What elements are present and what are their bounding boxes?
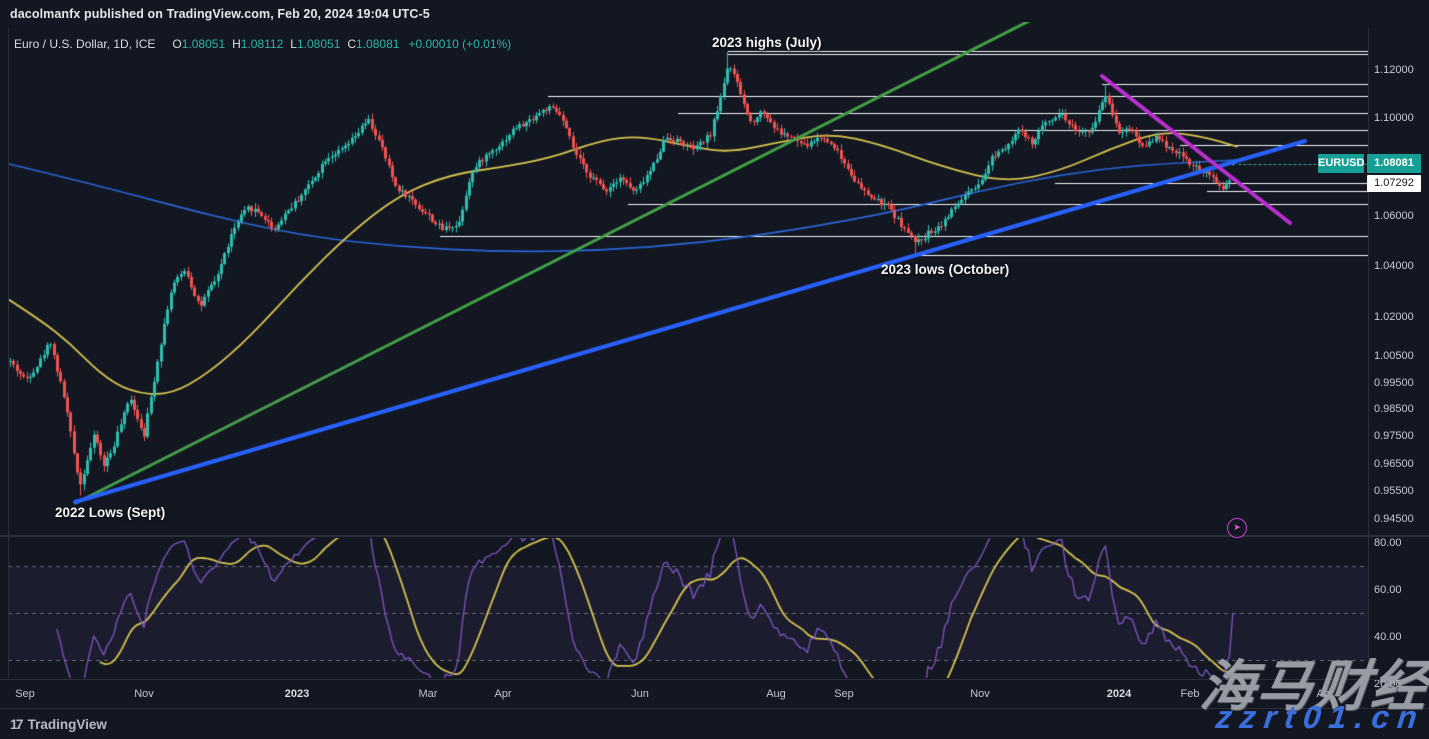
- ohlc-value-H: 1.08112: [240, 37, 284, 51]
- level-price-badge: 1.07292: [1367, 175, 1421, 192]
- symbol-price-badge-value: 1.08081: [1367, 154, 1421, 173]
- time-axis-separator: [0, 679, 1429, 680]
- rsi-axis-label: 20.00: [1374, 677, 1402, 690]
- ohlc-label-L: L: [290, 37, 297, 51]
- price-axis-label: 0.96500: [1374, 457, 1414, 470]
- price-chart-canvas[interactable]: [8, 22, 1368, 535]
- price-axis-label: 1.00500: [1374, 350, 1414, 363]
- price-axis-label: 1.12000: [1374, 64, 1414, 76]
- ohlc-value-L: 1.08051: [296, 37, 341, 51]
- rsi-axis-label: 80.00: [1374, 537, 1402, 549]
- chart-annotation-0: 2023 highs (July): [712, 35, 822, 50]
- price-axis-label: 0.94500: [1374, 512, 1414, 525]
- time-axis-label-Apr: Apr: [494, 688, 512, 700]
- time-axis-label-Sep: Sep: [834, 688, 854, 700]
- pane-separator[interactable]: [0, 535, 1429, 537]
- footer-separator: [0, 708, 1429, 709]
- watermark-url: zzrt01.cn: [1214, 699, 1427, 735]
- time-axis[interactable]: Sep Nov 2023 Mar Apr Jun Aug Sep Nov 2024 Feb Apr: [0, 680, 1429, 708]
- price-axis[interactable]: 1.12000 1.10000 1.06000 1.04000 1.02000 1.005…: [1368, 28, 1429, 690]
- rsi-axis-label: 60.00: [1374, 583, 1402, 596]
- pane-left-border: [8, 28, 9, 678]
- price-axis-label: 1.10000: [1374, 111, 1414, 124]
- change-value: +0.00010 (+0.01%): [408, 37, 512, 51]
- time-axis-label-Mar: Mar: [418, 688, 438, 700]
- ohlc-values: O1.08051 H1.08112 L1.08051 C1.08081: [165, 37, 399, 51]
- price-axis-border: [1368, 28, 1369, 678]
- price-axis-label: 1.04000: [1374, 259, 1414, 272]
- time-axis-label-Aug: Aug: [766, 688, 786, 700]
- tradingview-brand-text: TradingView: [27, 716, 107, 732]
- price-axis-label: 1.02000: [1374, 311, 1414, 324]
- time-axis-label-2023: 2023: [284, 688, 310, 700]
- time-axis-label-Nov: Nov: [134, 688, 154, 700]
- ohlc-value-O: 1.08051: [181, 37, 226, 51]
- ohlc-value-C: 1.08081: [356, 37, 400, 51]
- time-axis-label-Nov: Nov: [970, 688, 990, 700]
- time-axis-label-Apr: Apr: [1316, 688, 1334, 700]
- publish-info-text: dacolmanfx published on TradingView.com,…: [10, 7, 430, 21]
- time-axis-label-Sep: Sep: [15, 688, 35, 700]
- chart-annotation-2: 2022 Lows (Sept): [55, 505, 166, 520]
- price-axis-label: 0.99500: [1374, 376, 1414, 389]
- symbol-title: Euro / U.S. Dollar, 1D, ICE: [14, 37, 156, 51]
- symbol-legend: Euro / U.S. Dollar, 1D, ICE O1.08051 H1.08…: [14, 37, 511, 51]
- scroll-to-recent-icon[interactable]: ➤: [1227, 518, 1247, 538]
- ohlc-label-O: O: [172, 37, 182, 51]
- time-axis-label-2024: 2024: [1106, 688, 1132, 700]
- tradingview-logo-icon: 17: [10, 716, 24, 732]
- price-axis-label: 1.06000: [1374, 209, 1414, 222]
- price-axis-label: 0.97500: [1374, 430, 1414, 443]
- publish-info-bar: dacolmanfx published on TradingView.com,…: [0, 0, 1429, 28]
- time-axis-label-Jun: Jun: [631, 688, 649, 700]
- price-axis-label: 0.95500: [1374, 485, 1414, 498]
- rsi-axis-label: 40.00: [1374, 630, 1402, 643]
- ohlc-label-H: H: [232, 37, 241, 51]
- symbol-price-badge-name: EURUSD: [1318, 154, 1364, 173]
- price-axis-label: 0.98500: [1374, 403, 1414, 416]
- time-axis-label-Feb: Feb: [1180, 688, 1200, 700]
- chart-annotation-1: 2023 lows (October): [881, 262, 1010, 277]
- ohlc-label-C: C: [347, 37, 357, 51]
- rsi-indicator-canvas[interactable]: [8, 538, 1368, 678]
- tradingview-footer-link[interactable]: 17 TradingView: [10, 712, 107, 736]
